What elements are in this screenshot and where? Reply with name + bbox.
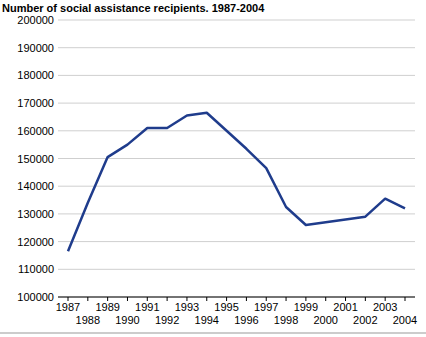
x-tick bbox=[405, 297, 406, 301]
x-tick-label: 1990 bbox=[115, 314, 139, 326]
y-tick-label: 180000 bbox=[17, 69, 54, 81]
bottom-rule bbox=[0, 333, 426, 334]
x-tick-label: 2004 bbox=[393, 314, 417, 326]
x-tick-label: 1998 bbox=[274, 314, 298, 326]
x-tick bbox=[127, 297, 128, 301]
y-tick-label: 150000 bbox=[17, 153, 54, 165]
x-tick-label: 1987 bbox=[56, 301, 80, 313]
y-tick-label: 130000 bbox=[17, 208, 54, 220]
x-tick bbox=[365, 297, 366, 301]
x-tick-label: 2002 bbox=[353, 314, 377, 326]
x-tick-label: 1989 bbox=[95, 301, 119, 313]
x-tick bbox=[246, 297, 247, 301]
x-tick-label: 1988 bbox=[76, 314, 100, 326]
x-tick-label: 2001 bbox=[333, 301, 357, 313]
grid-line bbox=[58, 269, 415, 270]
y-tick-label: 110000 bbox=[18, 263, 54, 275]
y-tick-label: 190000 bbox=[17, 42, 54, 54]
title: Number of social assistance recipients. … bbox=[2, 2, 265, 14]
x-tick-label: 1991 bbox=[135, 301, 159, 313]
x-tick-label: 1995 bbox=[214, 301, 238, 313]
y-tick-label: 120000 bbox=[17, 236, 54, 248]
y-tick-label: 160000 bbox=[17, 125, 54, 137]
line-series bbox=[68, 113, 405, 252]
grid-line bbox=[58, 75, 415, 76]
x-tick bbox=[167, 297, 168, 301]
grid-line bbox=[58, 103, 415, 104]
x-tick-label: 1996 bbox=[234, 314, 258, 326]
y-tick-label: 100000 bbox=[17, 291, 54, 303]
y-tick-label: 200000 bbox=[17, 14, 54, 26]
y-tick-label: 170000 bbox=[17, 97, 54, 109]
grid-line bbox=[58, 241, 415, 242]
chart: Number of social assistance recipients. … bbox=[0, 0, 426, 337]
x-tick bbox=[325, 297, 326, 301]
x-tick-label: 1999 bbox=[294, 301, 318, 313]
x-tick-label: 1997 bbox=[254, 301, 278, 313]
x-tick-label: 1993 bbox=[175, 301, 199, 313]
x-tick-label: 2003 bbox=[373, 301, 397, 313]
plot-area bbox=[68, 113, 405, 252]
grid-line bbox=[58, 130, 415, 131]
grid-line bbox=[58, 47, 415, 48]
x-tick bbox=[87, 297, 88, 301]
x-axis bbox=[58, 297, 415, 298]
grid-line bbox=[58, 20, 415, 21]
grid-line bbox=[58, 158, 415, 159]
y-tick-label: 140000 bbox=[17, 180, 54, 192]
x-tick-label: 2000 bbox=[313, 314, 337, 326]
x-tick-label: 1994 bbox=[195, 314, 219, 326]
x-tick-label: 1992 bbox=[155, 314, 179, 326]
grid-line bbox=[58, 186, 415, 187]
grid-line bbox=[58, 297, 415, 298]
x-tick bbox=[206, 297, 207, 301]
grid-line bbox=[58, 213, 415, 214]
x-tick bbox=[286, 297, 287, 301]
